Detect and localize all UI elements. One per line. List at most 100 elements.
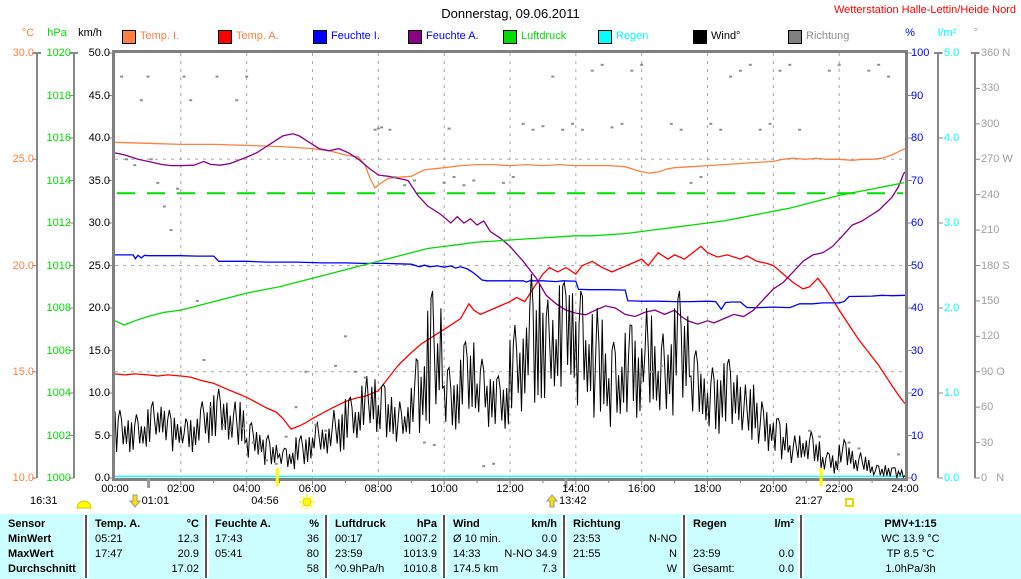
axis-unit-hpa: hPa — [47, 27, 67, 39]
richtung-dot — [590, 69, 594, 72]
x-tick-label: 22:00 — [825, 483, 853, 495]
page-title: Donnerstag, 09.06.2011 — [441, 6, 580, 21]
richtung-dot — [241, 427, 245, 430]
richtung-dot — [531, 128, 535, 131]
richtung-dot — [334, 364, 338, 367]
sun-moon-time: 21:27 — [795, 495, 823, 507]
richtung-dot — [189, 99, 193, 102]
col-unit: km/h — [531, 518, 557, 530]
table-cell-time: 17:43 — [215, 533, 243, 545]
richtung-dot — [659, 364, 663, 367]
legend-swatch-icon — [693, 30, 707, 44]
col-header: Luftdruck — [335, 518, 386, 530]
col-unit: % — [309, 518, 319, 530]
y-tick-label-deg: 240 — [981, 188, 1000, 201]
richtung-dot — [235, 99, 239, 102]
richtung-dot — [380, 126, 384, 129]
table-separator — [205, 515, 207, 578]
richtung-dot — [176, 187, 180, 190]
y-tick-label-percent: 60 — [911, 217, 924, 229]
y-tick-label-hpa: 1000 — [46, 472, 71, 484]
table-separator — [85, 515, 87, 578]
axis-unit-percent: % — [905, 27, 915, 39]
richtung-dot — [447, 127, 451, 130]
richtung-dot — [669, 122, 673, 125]
y-tick-label-kmh: 30.0 — [88, 217, 110, 229]
y-tick-label-deg: 150 — [981, 294, 1000, 307]
richtung-dot — [482, 465, 486, 468]
richtung-dot — [817, 435, 821, 438]
table-cell-time: 05:41 — [215, 548, 243, 560]
col-header: Regen — [693, 518, 727, 530]
pmv-value: 1.0hPa/3h — [885, 563, 936, 575]
moonset-time: 16:31 — [30, 495, 58, 507]
richtung-dot — [778, 69, 782, 72]
y-tick-label-hpa: 1014 — [46, 174, 71, 187]
richtung-dot — [650, 370, 654, 373]
x-tick-label: 02:00 — [167, 483, 195, 495]
arrow-down-icon — [128, 494, 141, 508]
series-line-feuchtei — [115, 254, 906, 311]
richtung-dot — [699, 175, 703, 178]
richtung-dot — [640, 63, 644, 66]
sun-moon-time: 01:01 — [141, 495, 170, 507]
row-header-durchschnitt: Durchschnitt — [8, 563, 76, 575]
richtung-dot — [182, 75, 186, 78]
richtung-dot — [492, 462, 496, 465]
table-cell-value: 0.0 — [778, 548, 794, 560]
richtung-dot — [373, 128, 377, 131]
table-cell-value: 12.3 — [177, 533, 199, 545]
legend-label: Regen — [616, 30, 649, 42]
y-tick-label-deg: 300 — [981, 117, 1000, 130]
richtung-dot — [541, 125, 545, 128]
y-tick-label-deg: 180 S — [981, 259, 1010, 272]
sun-moon-time: 13:42 — [558, 495, 587, 507]
y-tick-label-percent: 30 — [911, 344, 924, 357]
y-tick-label-celsius: 30.0 — [12, 47, 34, 59]
square-icon — [845, 498, 855, 507]
table-cell-time: 23:59 — [335, 548, 363, 560]
x-tick-label: 10:00 — [430, 483, 458, 495]
y-tick-label-lm2: 4.0 — [944, 132, 960, 144]
richtung-dot — [896, 453, 900, 456]
richtung-dot — [719, 128, 723, 131]
y-tick-label-hpa: 1010 — [46, 259, 71, 272]
y-tick-label-deg: 270 W — [981, 153, 1013, 166]
y-tick-label-deg: 60 — [981, 401, 994, 414]
table-cell-value: 1007.2 — [403, 533, 437, 545]
richtung-dot — [264, 459, 268, 462]
legend-swatch-icon — [788, 30, 802, 44]
pmv-value: TP 8.5 °C — [886, 548, 935, 560]
richtung-dot — [689, 181, 693, 184]
richtung-dot — [847, 441, 851, 444]
statistics-table: Sensor MinWert MaxWert Durchschnitt Temp. A.… — [0, 514, 1021, 579]
richtung-dot — [837, 63, 841, 66]
richtung-dot — [388, 128, 392, 131]
y-tick-label-deg: 90 O — [981, 365, 1005, 378]
y-tick-label-lm2: 1.0 — [944, 387, 960, 399]
richtung-dot — [215, 75, 219, 78]
richtung-dot — [294, 406, 298, 409]
richtung-dot — [600, 63, 604, 66]
y-tick-label-celsius: 15.0 — [12, 365, 34, 378]
row-header-minwert: MinWert — [8, 533, 52, 545]
richtung-dot — [887, 75, 891, 78]
table-cell-value: W — [666, 563, 677, 575]
richtung-dot — [251, 441, 255, 444]
richtung-dot — [403, 184, 407, 187]
y-tick-label-lm2: 5.0 — [944, 47, 960, 59]
col-unit: hPa — [416, 518, 437, 530]
richtung-dot — [432, 443, 436, 446]
richtung-dot — [353, 370, 357, 373]
richtung-dot — [162, 205, 166, 208]
richtung-dot — [363, 376, 367, 379]
y-tick-label-hpa: 1006 — [46, 344, 71, 357]
richtung-dot — [133, 164, 137, 167]
y-tick-label-lm2: 3.0 — [944, 217, 960, 229]
y-tick-label-percent: 10 — [911, 429, 924, 442]
legend-swatch-icon — [408, 30, 422, 44]
table-cell-value: 7.3 — [541, 563, 557, 575]
richtung-dot — [580, 128, 584, 131]
richtung-dot — [195, 299, 199, 302]
